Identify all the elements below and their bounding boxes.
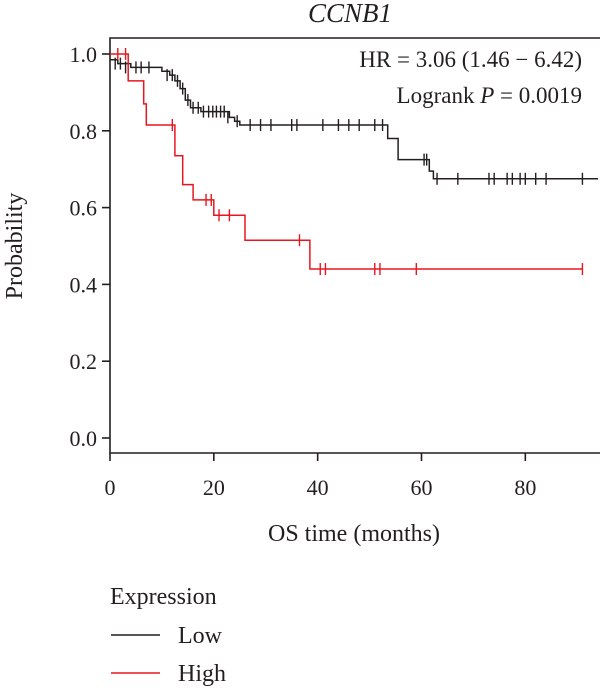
legend-label-low: Low xyxy=(178,623,223,649)
y-tick-label: 0.2 xyxy=(70,349,98,374)
plot-frame xyxy=(109,37,600,454)
survival-line-high xyxy=(110,53,583,270)
y-tick-label: 0.6 xyxy=(70,196,98,221)
logrank-p-symbol: P xyxy=(479,83,494,108)
y-axis-label: Probability xyxy=(2,193,28,300)
y-tick-label: 0.4 xyxy=(70,272,98,297)
y-tick-label: 0.0 xyxy=(70,426,98,451)
legend-label-high: High xyxy=(178,661,226,687)
x-axis: 0 20 40 60 80 xyxy=(105,453,536,500)
hazard-ratio-text: HR = 3.06 (1.46 − 6.42) xyxy=(359,47,582,72)
survival-curves xyxy=(110,48,598,276)
x-tick-label: 20 xyxy=(203,475,225,500)
x-tick-label: 60 xyxy=(410,475,432,500)
x-tick-label: 40 xyxy=(307,475,329,500)
y-tick-label: 0.8 xyxy=(70,119,98,144)
y-tick-label: 1.0 xyxy=(70,42,98,67)
legend-title: Expression xyxy=(110,584,217,610)
logrank-prefix: Logrank xyxy=(397,83,481,108)
x-tick-label: 0 xyxy=(105,475,116,500)
logrank-value: = 0.0019 xyxy=(494,83,582,108)
x-tick-label: 80 xyxy=(514,475,536,500)
x-axis-label: OS time (months) xyxy=(268,521,440,547)
logrank-text: Logrank P = 0.0019 xyxy=(397,83,582,108)
y-axis: 0.0 0.2 0.4 0.6 0.8 1.0 xyxy=(70,42,110,451)
plot-border xyxy=(109,37,600,454)
survival-line-low xyxy=(110,59,598,180)
chart-title: CCNB1 xyxy=(308,0,392,28)
legend: Expression Low High xyxy=(110,584,226,687)
